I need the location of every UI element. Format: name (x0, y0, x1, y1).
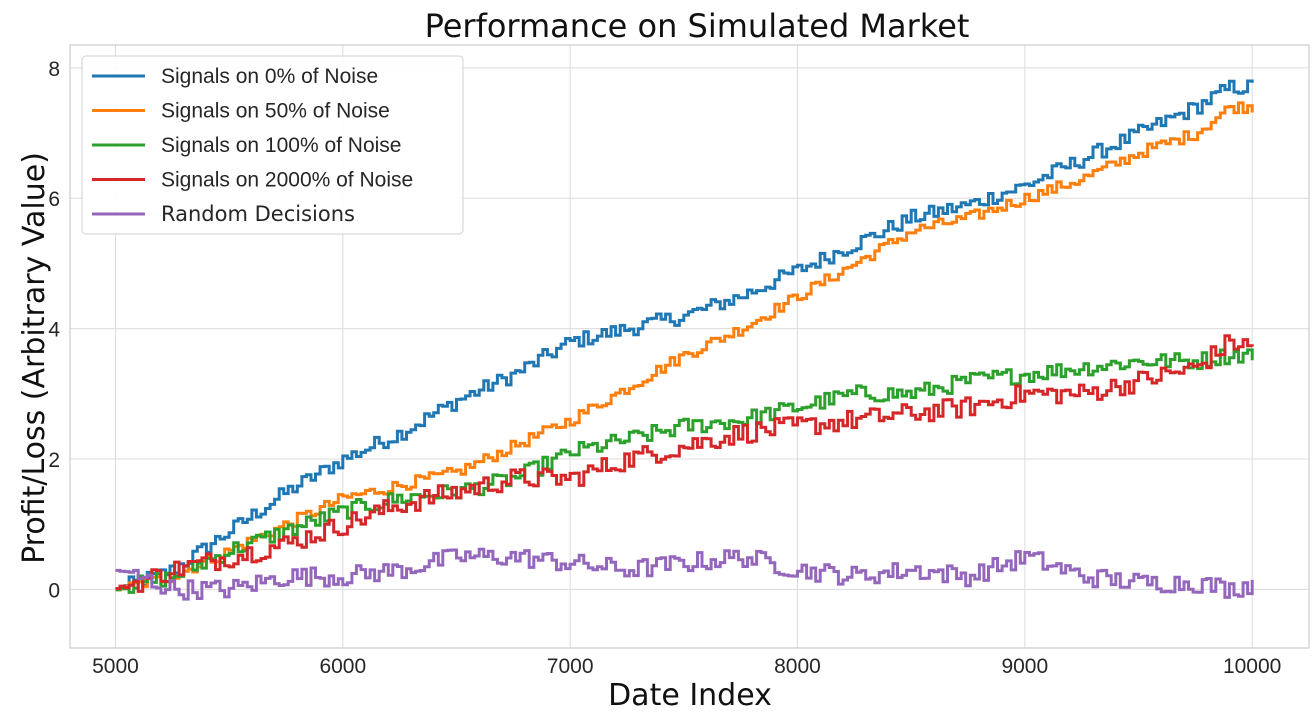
y-tick-label: 4 (48, 319, 60, 342)
series-line (115, 547, 1254, 601)
series-line (115, 334, 1254, 593)
tick-labels: 5000 6000 7000 8000 9000 10000 0 2 4 6 8 (48, 58, 1281, 678)
series-line (115, 101, 1254, 592)
y-tick-label: 2 (48, 449, 60, 472)
x-tick-label: 10000 (1223, 655, 1281, 678)
x-tick-label: 8000 (774, 655, 821, 678)
series-line (115, 79, 1254, 591)
series-line (115, 348, 1254, 594)
x-tick-label: 6000 (319, 655, 366, 678)
y-tick-label: 6 (48, 188, 60, 211)
legend: Signals on 0% of Noise Signals on 50% of … (81, 55, 464, 235)
y-tick-label: 0 (48, 579, 60, 602)
plot-frame (69, 44, 1310, 649)
legend-entry: Signals on 2000% of Noise (161, 169, 413, 192)
x-tick-label: 5000 (92, 655, 139, 678)
legend-entry: Signals on 50% of Noise (161, 100, 390, 123)
chart-title: Performance on Simulated Market (425, 7, 970, 45)
legend-entry: Random Decisions (161, 202, 355, 226)
x-tick-label: 7000 (547, 655, 594, 678)
y-axis-label: Profit/Loss (Arbitrary Value) (17, 152, 52, 564)
legend-entry: Signals on 0% of Noise (161, 65, 378, 88)
legend-box (81, 55, 464, 235)
series-group (115, 79, 1254, 601)
legend-entry: Signals on 100% of Noise (161, 134, 402, 157)
y-tick-label: 8 (48, 58, 60, 81)
x-axis-label: Date Index (608, 678, 772, 713)
x-tick-label: 9000 (1001, 655, 1048, 678)
